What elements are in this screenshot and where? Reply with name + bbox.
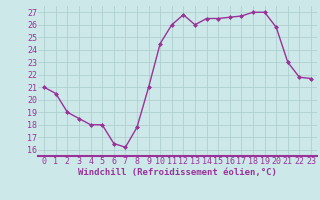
X-axis label: Windchill (Refroidissement éolien,°C): Windchill (Refroidissement éolien,°C) <box>78 168 277 177</box>
